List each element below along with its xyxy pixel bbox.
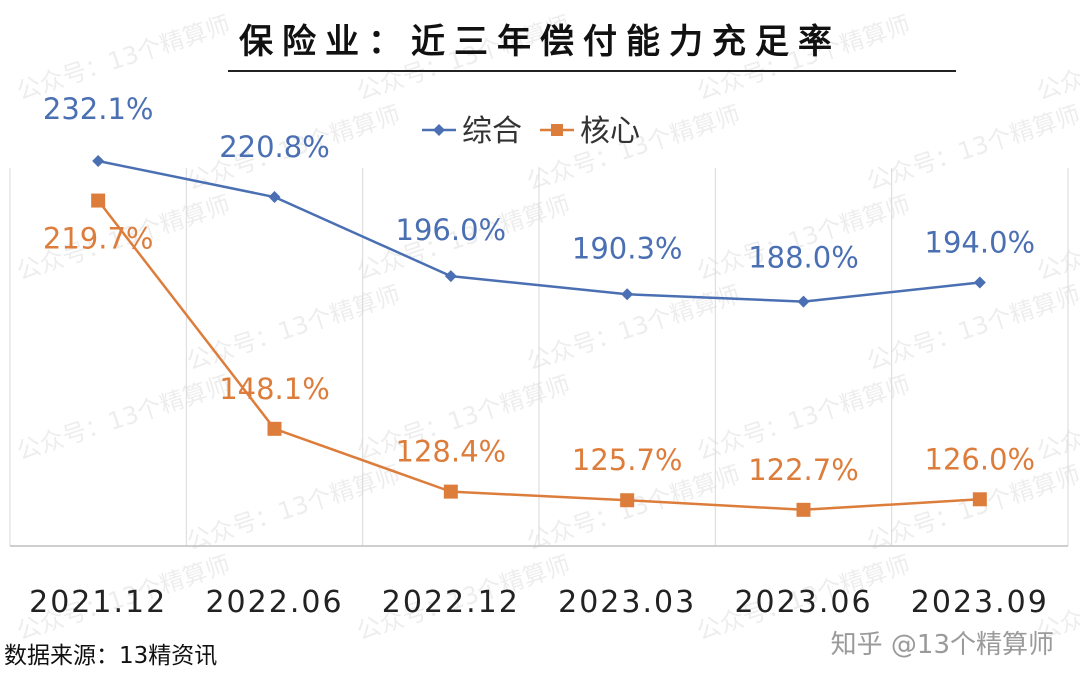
watermark-text: 公众号：13个精算师 (693, 10, 913, 105)
data-point-diamond (797, 295, 810, 308)
legend-marker-diamond (433, 124, 445, 136)
data-label: 125.7% (572, 443, 683, 477)
x-axis: 2021.12 2022.06 2022.12 2023.03 2023.06 2023.… (29, 585, 1049, 620)
series-composite: 232.1% 220.8% 196.0% 190.3% 188.0% 194.0% (43, 92, 1035, 308)
data-label: 188.0% (748, 241, 859, 275)
data-point-square (796, 502, 811, 517)
data-label: 148.1% (219, 372, 330, 406)
series-layer: 232.1%220.8%196.0%190.3% 188.0% 194.0%219.… (43, 92, 1035, 517)
legend-label: 核心 (580, 114, 640, 149)
legend: 综合 核心 (422, 114, 640, 149)
data-label: 190.3% (572, 231, 683, 265)
watermark-text: 公众号：13个精算师 (13, 370, 233, 465)
watermark-text: 公众号：13个精算师 (693, 370, 913, 465)
data-label: 220.8% (219, 130, 330, 164)
data-label: 219.7% (43, 222, 154, 256)
x-tick-label: 2022.12 (382, 585, 520, 620)
watermark-text: 公众号：13个精算师 (353, 10, 573, 105)
x-tick-label: 2023.09 (911, 585, 1049, 620)
data-label: 194.0% (925, 225, 1036, 259)
legend-label: 综合 (462, 114, 522, 149)
data-point-square (620, 493, 635, 508)
x-tick-label: 2023.06 (734, 585, 872, 620)
watermark-text: 公众号：13个精算师 (1033, 10, 1080, 105)
data-label: 122.7% (748, 453, 859, 487)
watermark-text: 公众号：13个精算师 (183, 460, 403, 555)
legend-marker-square (551, 124, 563, 136)
watermark-text: 公众号：13个精算师 (1033, 370, 1080, 465)
legend-item: 核心 (540, 114, 640, 149)
data-point-square (443, 484, 458, 499)
title-underline (228, 70, 956, 72)
series-line (97, 199, 980, 512)
watermark-layer: 公众号：13个精算师 公众号：13个精算师 公众号：13个精算师 公众号：13个精算师… (13, 10, 1080, 645)
data-point-diamond (973, 276, 986, 289)
data-point-square (267, 421, 282, 436)
data-point-diamond (268, 191, 281, 204)
data-label: 126.0% (925, 442, 1036, 476)
chart-title: 保险业：近三年偿付能力充足率 (239, 22, 841, 62)
watermark-text: 公众号：13个精算师 (863, 100, 1080, 195)
data-point-diamond (621, 288, 634, 301)
x-tick-label: 2022.06 (205, 585, 343, 620)
data-point-square (91, 193, 106, 208)
watermark-text: 公众号：13个精算师 (183, 280, 403, 375)
watermark-credit: 知乎 @13个精算师 (830, 630, 1054, 660)
data-point-diamond (92, 155, 105, 168)
legend-item: 综合 (422, 114, 522, 149)
watermark-text: 公众号：13个精算师 (1033, 190, 1080, 285)
data-label: 128.4% (396, 435, 507, 469)
data-label: 196.0% (396, 213, 507, 247)
data-source-note: 数据来源：13精资讯 (4, 643, 218, 669)
grid-layer (9, 168, 1069, 547)
data-label: 232.1% (43, 92, 154, 126)
x-tick-label: 2021.12 (29, 585, 167, 620)
watermark-text: 公众号：13个精算师 (863, 280, 1080, 375)
data-point-diamond (444, 270, 457, 283)
series-line (97, 159, 980, 303)
x-tick-label: 2023.03 (558, 585, 696, 620)
series-core: 219.7% 148.1% 128.4% 125.7% 122.7% 126.0% (43, 193, 1036, 517)
data-point-square (972, 492, 987, 507)
